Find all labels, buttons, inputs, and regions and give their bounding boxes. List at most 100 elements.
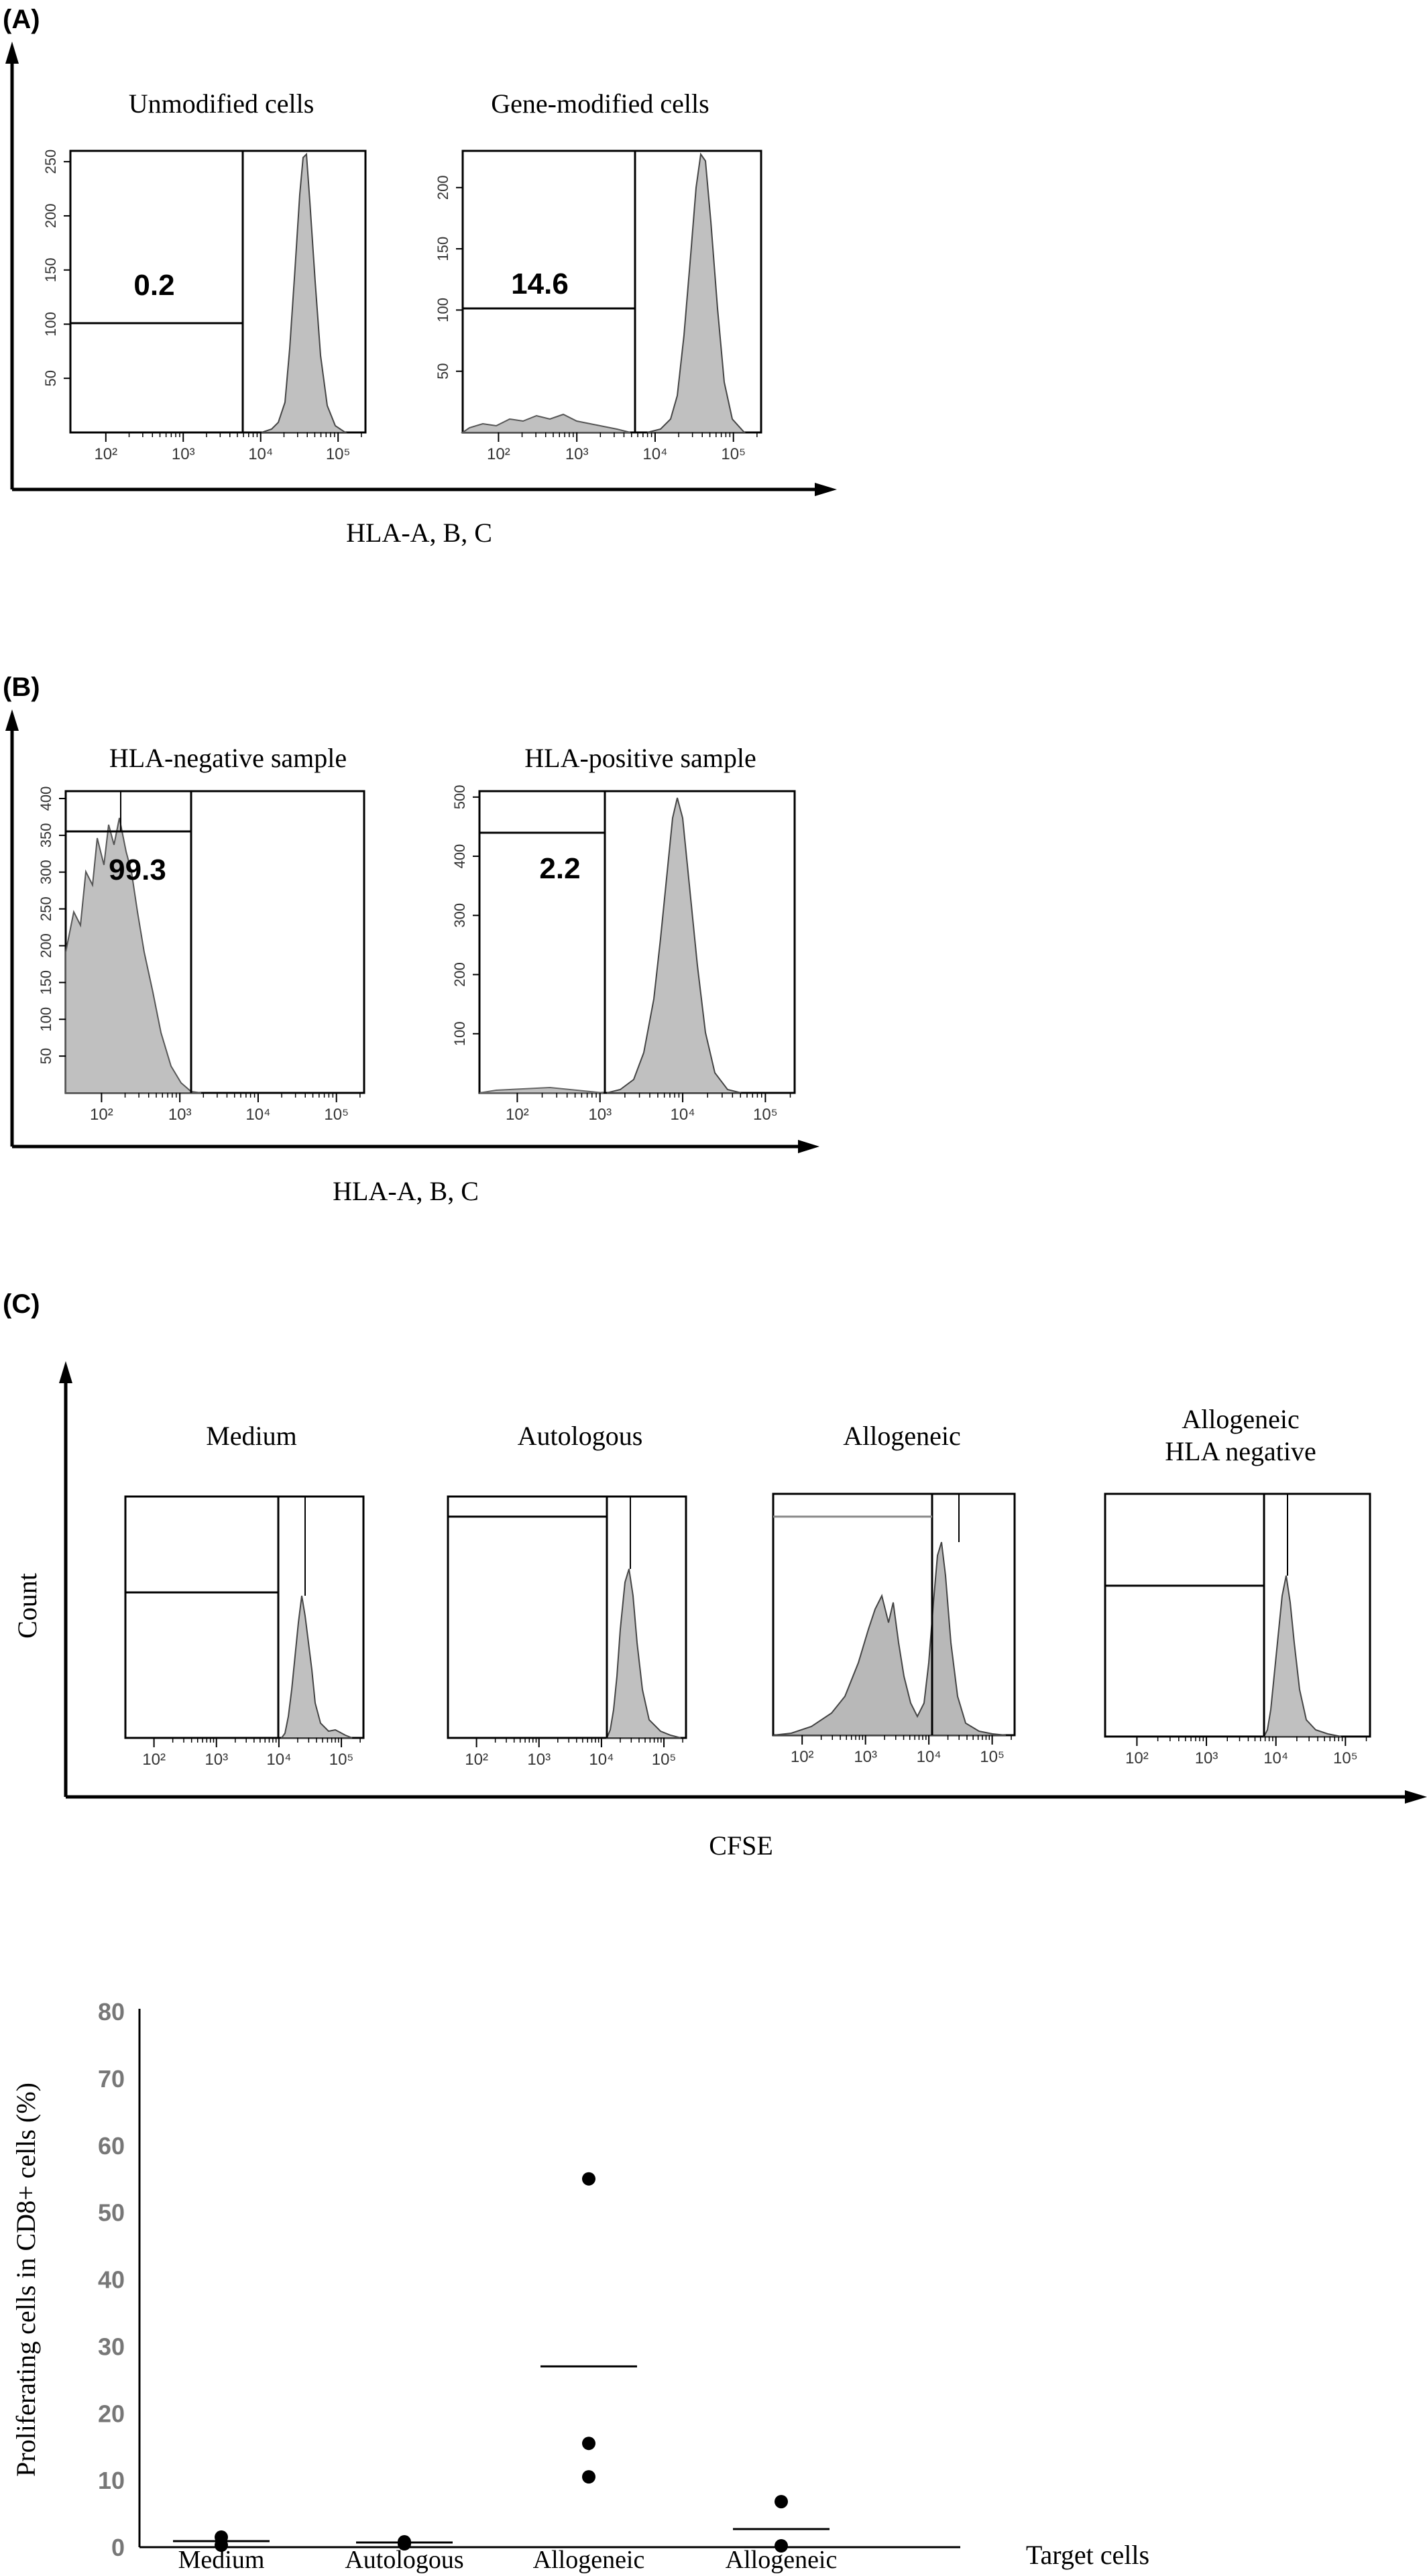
panel-b-x-arrow bbox=[798, 1140, 819, 1153]
x-tick-label: 10² bbox=[506, 1106, 529, 1124]
y-tick-label: 100 bbox=[451, 1021, 468, 1046]
y-tick-label: 500 bbox=[451, 784, 468, 809]
plot-c3: Allogeneic 10² 10³ 10⁴ 10⁵ bbox=[772, 1421, 1016, 1766]
x-tick-label: 10² bbox=[142, 1751, 166, 1769]
scatter-point bbox=[398, 2537, 411, 2551]
plot-b2-gate-value: 2.2 bbox=[539, 852, 580, 885]
x-tick-label: 10⁵ bbox=[652, 1751, 677, 1769]
plot-c1: Medium 10² 10³ 10⁴ 10⁵ bbox=[124, 1421, 365, 1769]
x-tick-label: 10³ bbox=[565, 445, 589, 463]
x-tick-label: 10⁵ bbox=[1333, 1749, 1358, 1767]
x-tick-label: 10² bbox=[791, 1748, 814, 1766]
scatter-xlabel: Target cells bbox=[1026, 2540, 1149, 2570]
scatter-y-tick-label: 60 bbox=[98, 2132, 125, 2160]
plot-a2-lowtail bbox=[460, 413, 631, 433]
x-tick-label: 10³ bbox=[854, 1748, 877, 1766]
plot-c3-histogram bbox=[773, 1541, 1007, 1736]
x-tick-label: 10² bbox=[487, 445, 510, 463]
plot-b2-histogram bbox=[606, 797, 742, 1094]
y-tick-label: 150 bbox=[38, 970, 54, 995]
x-tick-label: 10² bbox=[1125, 1749, 1149, 1767]
panel-a-xaxis-label: HLA-A, B, C bbox=[346, 518, 492, 548]
y-tick-label: 100 bbox=[38, 1007, 54, 1032]
plot-a2-histogram bbox=[646, 152, 746, 433]
scatter-chart: Proliferating cells in CD8+ cells (%) 0 1… bbox=[11, 1998, 1149, 2574]
plot-c2: Autologous 10² 10³ 10⁴ 10⁵ bbox=[447, 1421, 687, 1769]
x-tick-label: 10⁵ bbox=[326, 445, 351, 463]
plot-c4-frame bbox=[1104, 1492, 1371, 1738]
panel-a: (A) HLA-A, B, C Unmodified cells 0.2 50 1… bbox=[3, 5, 837, 548]
x-tick-label: 10³ bbox=[205, 1751, 228, 1769]
x-tick-label: 10³ bbox=[1195, 1749, 1218, 1767]
plot-c1-title: Medium bbox=[206, 1421, 297, 1451]
panel-b-xaxis-label: HLA-A, B, C bbox=[333, 1176, 479, 1206]
plot-c4: Allogeneic HLA negative 10² 10³ 10⁴ 10⁵ bbox=[1104, 1404, 1371, 1767]
plot-c2-histogram bbox=[606, 1568, 681, 1739]
panel-c-y-arrow bbox=[59, 1361, 72, 1383]
plot-a1-gate-value: 0.2 bbox=[133, 269, 174, 302]
y-tick-label: 100 bbox=[435, 298, 451, 323]
y-tick-label: 350 bbox=[38, 823, 54, 847]
x-tick-label: 10⁵ bbox=[721, 445, 746, 463]
y-tick-label: 50 bbox=[38, 1048, 54, 1064]
y-tick-label: 250 bbox=[38, 896, 54, 921]
x-tick-label: 10⁴ bbox=[1263, 1749, 1288, 1767]
plot-b2-title: HLA-positive sample bbox=[524, 743, 756, 773]
scatter-point bbox=[775, 2495, 788, 2509]
scatter-y-tick-label: 30 bbox=[98, 2333, 125, 2360]
x-tick-label: 10⁵ bbox=[329, 1751, 354, 1769]
plot-a1-title: Unmodified cells bbox=[129, 89, 315, 119]
x-tick-label: 10² bbox=[94, 445, 117, 463]
scatter-y-tick-label: 10 bbox=[98, 2467, 125, 2494]
scatter-point bbox=[582, 2437, 595, 2451]
x-tick-label: 10³ bbox=[168, 1106, 192, 1124]
plot-c4-title-line2: HLA negative bbox=[1165, 1436, 1316, 1466]
plot-a1: Unmodified cells 0.2 50 100 150 200 250 10² 1… bbox=[42, 89, 367, 463]
x-tick-label: 10⁵ bbox=[753, 1106, 778, 1124]
x-tick-label: 10³ bbox=[172, 445, 195, 463]
y-tick-label: 200 bbox=[435, 175, 451, 200]
x-tick-label: 10⁵ bbox=[324, 1106, 349, 1124]
plot-b1-gate-value: 99.3 bbox=[109, 854, 166, 886]
y-tick-label: 300 bbox=[451, 903, 468, 928]
y-tick-label: 200 bbox=[42, 204, 59, 229]
scatter-point bbox=[775, 2539, 788, 2553]
x-tick-label: 10³ bbox=[588, 1106, 612, 1124]
plot-b1-frame bbox=[64, 790, 365, 1094]
scatter-category-label: Allogeneic bbox=[533, 2546, 645, 2574]
y-tick-label: 50 bbox=[42, 370, 59, 386]
plot-c4-histogram bbox=[1263, 1575, 1342, 1737]
panel-a-y-arrow bbox=[5, 42, 19, 64]
x-tick-label: 10⁴ bbox=[266, 1751, 291, 1769]
x-tick-label: 10⁴ bbox=[671, 1106, 695, 1124]
panel-c-label: (C) bbox=[3, 1289, 40, 1319]
y-tick-label: 150 bbox=[42, 257, 59, 282]
panel-b: (B) HLA-A, B, C HLA-negative sample 99.3… bbox=[3, 672, 819, 1206]
plot-c4-title-line1: Allogeneic bbox=[1182, 1404, 1300, 1434]
plot-a1-frame bbox=[69, 150, 367, 434]
scatter-point bbox=[215, 2538, 228, 2553]
x-tick-label: 10⁴ bbox=[917, 1748, 941, 1766]
scatter-y-tick-label: 20 bbox=[98, 2400, 125, 2427]
plot-c1-histogram bbox=[280, 1595, 353, 1739]
plot-a1-histogram bbox=[261, 152, 348, 433]
x-tick-label: 10⁵ bbox=[980, 1748, 1005, 1766]
panel-a-x-arrow bbox=[815, 483, 837, 496]
plot-c2-title: Autologous bbox=[518, 1421, 643, 1451]
plot-a2: Gene-modified cells 14.6 50 100 150 200 10²… bbox=[435, 89, 762, 463]
y-tick-label: 200 bbox=[451, 962, 468, 987]
x-tick-label: 10² bbox=[90, 1106, 113, 1124]
plot-b2-lowtail bbox=[479, 1086, 604, 1094]
y-tick-label: 400 bbox=[38, 786, 54, 811]
panel-b-label: (B) bbox=[3, 672, 40, 702]
panel-b-y-arrow bbox=[5, 709, 19, 731]
plot-a2-title: Gene-modified cells bbox=[491, 89, 709, 119]
plot-b2-frame bbox=[478, 790, 796, 1094]
x-tick-label: 10² bbox=[465, 1751, 488, 1769]
plot-b1: HLA-negative sample 99.3 50 100 150 200 250 3… bbox=[38, 743, 365, 1124]
x-tick-label: 10³ bbox=[527, 1751, 551, 1769]
scatter-y-tick-label: 40 bbox=[98, 2266, 125, 2294]
plot-c1-frame bbox=[124, 1495, 365, 1739]
panel-a-label: (A) bbox=[3, 5, 40, 34]
